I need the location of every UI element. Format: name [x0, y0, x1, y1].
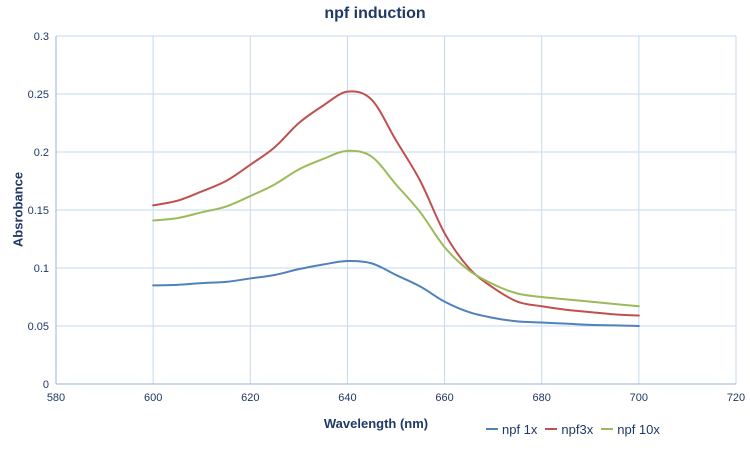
x-tick-label: 620 [241, 392, 259, 404]
x-tick-label: 660 [435, 392, 453, 404]
y-tick-label: 0.2 [34, 147, 49, 159]
legend-swatch [486, 428, 498, 430]
y-tick-label: 0.3 [34, 31, 49, 43]
x-tick-label: 680 [533, 392, 551, 404]
legend-label: npf 10x [617, 421, 660, 437]
x-tick-label: 700 [630, 392, 648, 404]
x-tick-label: 640 [338, 392, 356, 404]
legend: npf 1x npf3x npf 10x [486, 420, 668, 438]
x-axis-label: Wavelength (nm) [323, 416, 429, 431]
y-axis-label: Absrobance [10, 171, 26, 248]
legend-item-npf-10x: npf 10x [601, 422, 660, 437]
series-line-npf3x [152, 90, 640, 317]
y-tick-label: 0.1 [34, 263, 49, 275]
y-tick-label: 0 [43, 379, 49, 391]
series-line-npf-10x [152, 149, 640, 308]
y-tick-label: 0.25 [28, 89, 49, 101]
legend-item-npf-1x: npf 1x [486, 422, 537, 437]
chart-title: npf induction [324, 5, 426, 22]
legend-item-npf3x: npf3x [545, 422, 593, 437]
series-line-npf-1x [152, 259, 640, 327]
y-tick-label: 0.05 [28, 321, 49, 333]
legend-label: npf 1x [502, 421, 538, 437]
legend-swatch [601, 428, 614, 430]
legend-swatch [545, 428, 558, 430]
y-tick-label: 0.15 [28, 205, 49, 217]
legend-label: npf3x [561, 421, 594, 437]
x-tick-label: 720 [727, 392, 745, 404]
x-tick-label: 580 [47, 392, 65, 404]
x-tick-label: 600 [144, 392, 162, 404]
